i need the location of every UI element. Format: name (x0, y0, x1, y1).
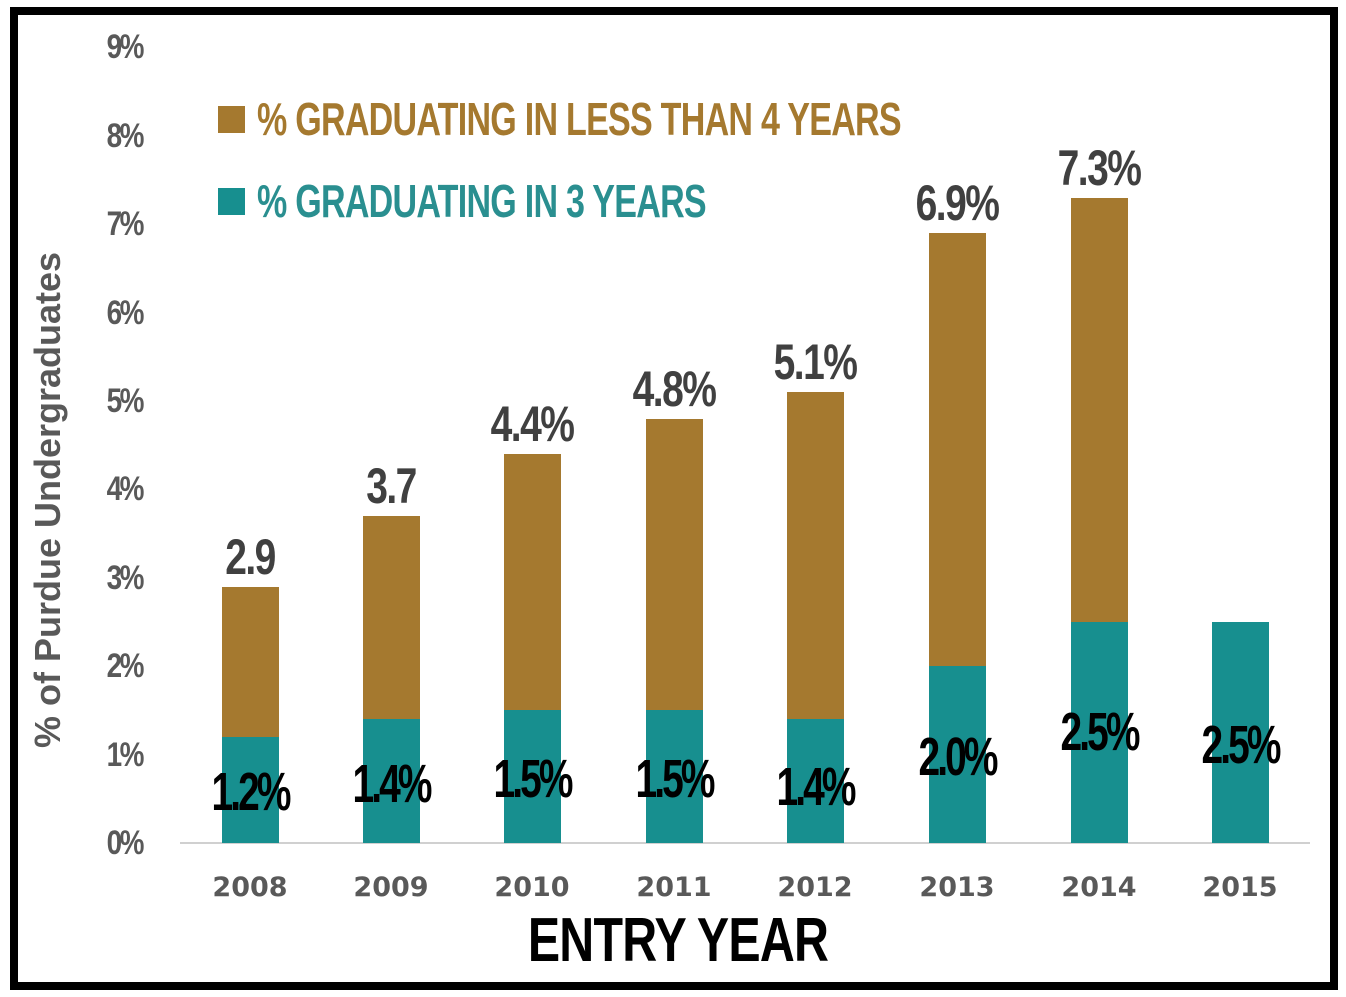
bar-segment-3-years (646, 710, 703, 843)
y-axis-title: % of Purdue Undergraduates (27, 251, 68, 749)
data-label-3-years: 1.2% (211, 762, 291, 822)
bar-segment-less-than-4-years (646, 418, 703, 711)
data-label-total: 3.7 (366, 457, 417, 514)
data-label-3-years: 1.4% (352, 754, 432, 814)
x-tick-label: 2015 (1202, 872, 1278, 903)
bar-segment-3-years (504, 710, 561, 843)
legend-swatch-gold (218, 105, 245, 133)
bar-2009 (363, 515, 420, 843)
data-label-3-years: 2.0% (918, 727, 998, 787)
x-axis-title: ENTRY YEAR (527, 906, 829, 975)
data-label-total: 5.1% (773, 334, 858, 391)
data-label-total: 2.9 (225, 528, 276, 585)
bar-2013 (929, 233, 986, 843)
x-axis-line (180, 842, 1310, 844)
legend-label: % GRADUATING IN 3 YEARS (257, 175, 707, 227)
data-label-total: 7.3% (1057, 139, 1142, 196)
bar-2015 (1212, 622, 1269, 843)
bar-segment-3-years (1212, 622, 1269, 843)
bar-segment-3-years (222, 736, 279, 843)
y-tick-label: 0% (106, 824, 145, 862)
bar-segment-less-than-4-years (363, 515, 420, 720)
data-label-total: 6.9% (915, 175, 1000, 232)
data-label-3-years: 1.4% (776, 757, 856, 817)
legend-swatch-teal (218, 187, 245, 215)
y-tick-label: 9% (106, 28, 145, 67)
legend-item-less-than-4-years: % GRADUATING IN LESS THAN 4 YEARS (218, 96, 1127, 142)
bar-2010 (504, 454, 561, 843)
y-tick-label: 8% (106, 116, 145, 155)
data-label-3-years: 1.5% (635, 749, 715, 809)
data-label-total: 4.8% (632, 360, 717, 417)
bar-segment-less-than-4-years (929, 233, 986, 667)
bar-segment-less-than-4-years (222, 586, 279, 737)
y-tick-label: 1% (106, 735, 145, 774)
bar-segment-3-years (363, 719, 420, 843)
bar-2014 (1071, 197, 1128, 843)
data-label-3-years: 1.5% (493, 749, 573, 809)
y-tick-label: 3% (106, 558, 145, 597)
bar-2011 (646, 418, 703, 843)
legend-item-3-years: % GRADUATING IN 3 YEARS (218, 178, 864, 224)
legend-label: % GRADUATING IN LESS THAN 4 YEARS (257, 93, 902, 145)
data-label-total: 4.4% (490, 396, 575, 453)
y-tick-label: 6% (106, 293, 145, 332)
bar-segment-less-than-4-years (504, 454, 561, 711)
bar-segment-3-years (787, 719, 844, 843)
bar-segment-less-than-4-years (787, 392, 844, 720)
y-tick-label: 5% (106, 382, 145, 420)
x-tick-label: 2012 (777, 872, 853, 903)
x-tick-label: 2010 (494, 872, 570, 903)
y-tick-label: 2% (106, 647, 145, 686)
bar-segment-less-than-4-years (1071, 197, 1128, 622)
x-tick-label: 2009 (353, 872, 429, 903)
data-label-3-years: 2.5% (1201, 715, 1281, 775)
x-tick-label: 2014 (1061, 872, 1137, 903)
data-label-3-years: 2.5% (1060, 702, 1140, 762)
bar-2012 (787, 392, 844, 843)
bar-2008 (222, 586, 279, 843)
x-tick-label: 2011 (636, 872, 712, 903)
y-tick-label: 7% (106, 205, 145, 244)
bar-segment-3-years (1071, 621, 1128, 843)
bar-segment-3-years (929, 666, 986, 843)
x-tick-label: 2013 (919, 872, 995, 903)
x-tick-label: 2008 (212, 872, 288, 903)
y-tick-label: 4% (106, 470, 145, 509)
